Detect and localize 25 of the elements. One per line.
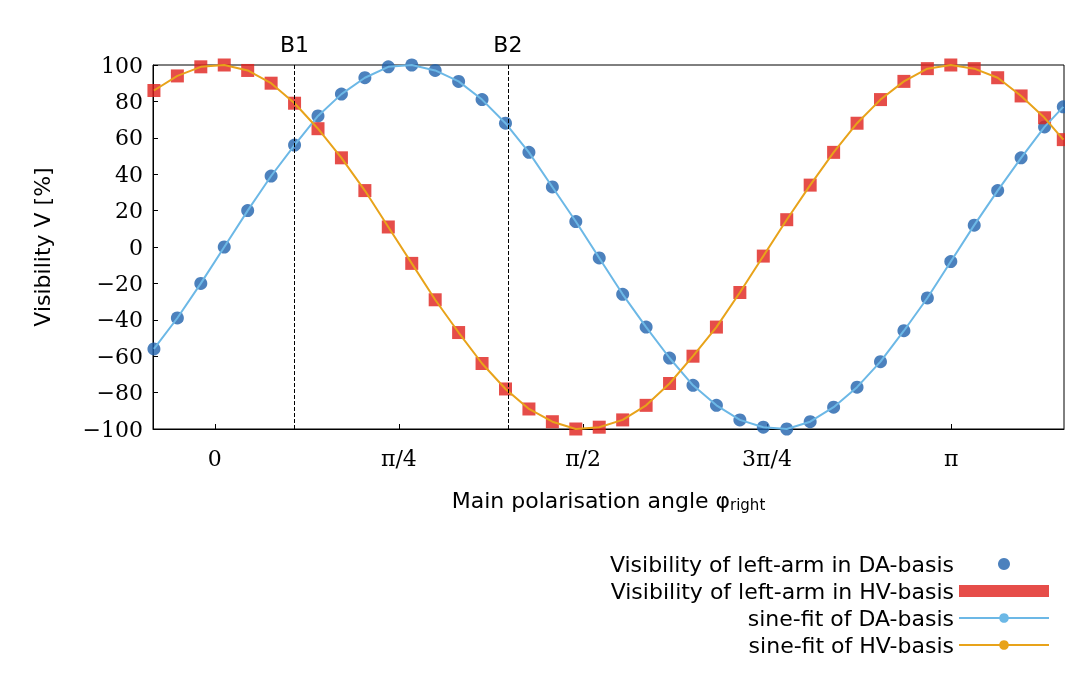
- y-tick-label: −60: [96, 343, 143, 369]
- x-axis-title: Main polarisation angle φright: [451, 488, 766, 514]
- x-tick-label: 0: [207, 445, 222, 471]
- y-tick-label: 100: [101, 52, 143, 78]
- x-tick-label: π/2: [565, 445, 602, 471]
- legend-label: Visibility of left-arm in DA-basis: [609, 551, 954, 577]
- y-tick-label: 80: [115, 88, 143, 114]
- x-tick-label: 3π/4: [742, 445, 792, 471]
- y-tick-label: 20: [115, 198, 143, 224]
- ref-line-label: B2: [493, 31, 523, 57]
- legend-label: sine-fit of HV-basis: [748, 632, 954, 658]
- ref-line-label: B1: [280, 31, 310, 57]
- legend-label: sine-fit of DA-basis: [747, 605, 954, 631]
- y-axis-title: Visibility V [%]: [29, 167, 55, 327]
- y-tick-label: 60: [115, 125, 143, 151]
- x-tick-label: π: [944, 445, 959, 471]
- y-tick-label: 0: [129, 234, 143, 260]
- y-tick-label: 40: [115, 161, 143, 187]
- y-tick-label: −80: [96, 380, 143, 406]
- y-tick-label: −40: [96, 307, 143, 333]
- y-tick-label: −20: [96, 270, 143, 296]
- legend-label: Visibility of left-arm in HV-basis: [610, 578, 954, 604]
- x-tick-label: π/4: [380, 445, 417, 471]
- y-tick-label: −100: [82, 416, 143, 442]
- point: [147, 83, 161, 97]
